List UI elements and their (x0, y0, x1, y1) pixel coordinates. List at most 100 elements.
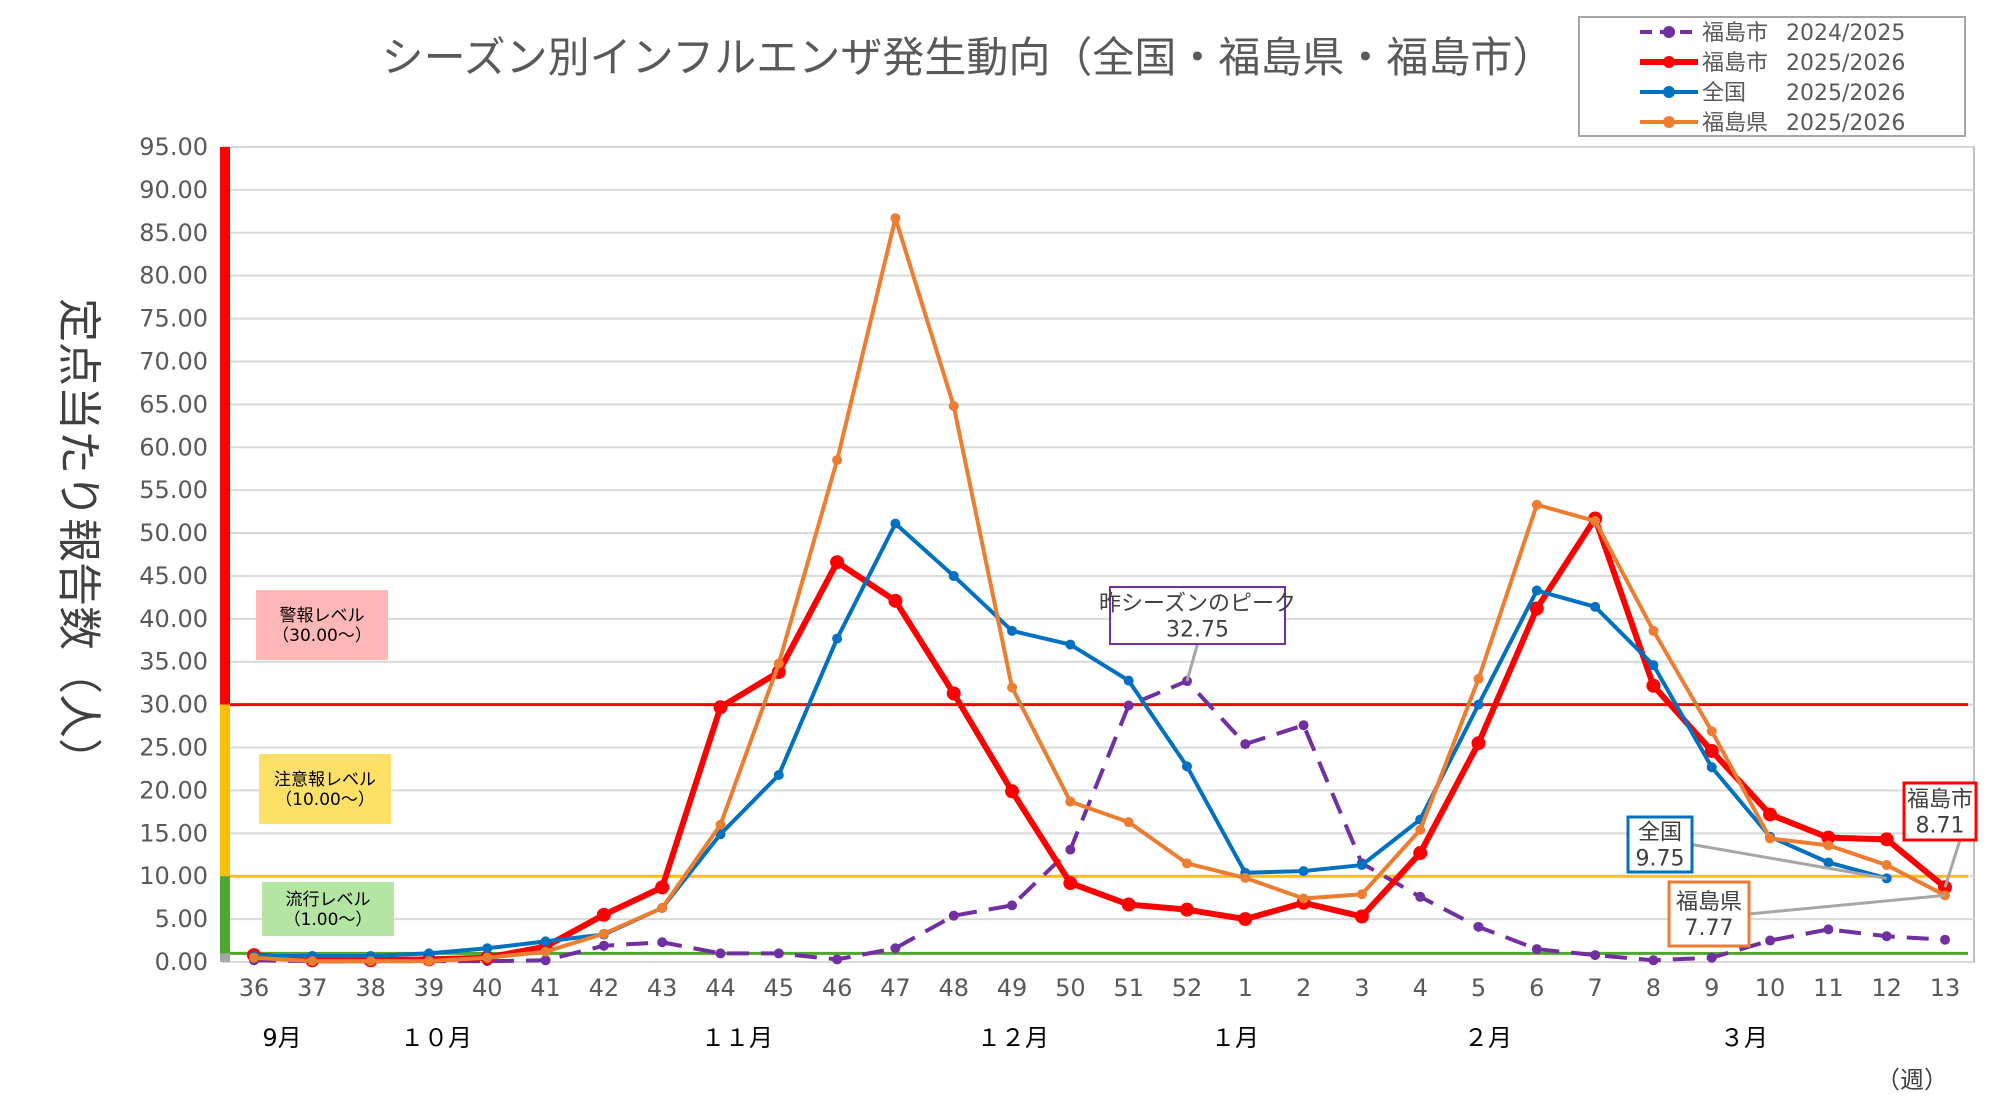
data-point (1065, 844, 1076, 855)
data-point (1473, 921, 1484, 932)
data-point (1706, 762, 1717, 773)
month-label: １１月 (701, 1024, 773, 1052)
data-point (1590, 601, 1601, 612)
data-point (1471, 736, 1486, 751)
data-point (890, 943, 901, 954)
callout-leader (1185, 643, 1199, 682)
series-line (254, 521, 1888, 958)
data-point (1005, 784, 1020, 799)
legend-season: 2025/2026 (1786, 81, 1905, 106)
data-point (1590, 516, 1601, 527)
x-tick-label: 40 (472, 974, 503, 1002)
series-3 (249, 213, 1950, 967)
legend-season: 2025/2026 (1786, 51, 1905, 76)
data-point (1823, 924, 1834, 935)
level-label: 警報レベル (280, 606, 365, 626)
data-point (1823, 857, 1834, 868)
data-point (1415, 824, 1426, 835)
data-point (1238, 912, 1253, 927)
legend-season: 2024/2025 (1786, 21, 1905, 46)
level-range: （10.00～） (275, 790, 375, 810)
callout-leader (1748, 893, 1946, 916)
callout-value: 8.71 (1916, 814, 1965, 839)
callout-box (1667, 880, 1751, 948)
callout-title: 福島県 (1676, 890, 1742, 915)
data-point (1007, 682, 1018, 693)
callout-leader (1943, 839, 1962, 888)
epidemic-level-bar (220, 876, 230, 954)
y-tick-label: 70.00 (139, 347, 208, 375)
chart-title: シーズン別インフルエンザ発生動向（全国・福島県・福島市） (382, 33, 1555, 82)
legend-marker (1663, 56, 1675, 68)
y-tick-label: 90.00 (139, 176, 208, 204)
x-tick-label: 42 (589, 974, 620, 1002)
data-point (657, 902, 668, 913)
data-point (1648, 660, 1659, 671)
callout-value: 32.75 (1166, 618, 1229, 643)
legend-name: 福島県 (1702, 111, 1768, 136)
y-tick-label: 65.00 (139, 390, 208, 418)
data-point (1181, 858, 1192, 869)
y-tick-label: 30.00 (139, 691, 208, 719)
y-tick-label: 50.00 (139, 519, 208, 547)
data-point (1298, 720, 1309, 731)
x-tick-label: 4 (1413, 974, 1428, 1002)
plot-area (223, 146, 1975, 963)
data-point (540, 936, 551, 947)
x-tick-label: 51 (1113, 974, 1144, 1002)
y-tick-label: 15.00 (139, 819, 208, 847)
callout-title: 昨シーズンのピーク (1099, 592, 1296, 617)
data-point (888, 593, 903, 608)
y-tick-label: 85.00 (139, 219, 208, 247)
x-tick-label: 11 (1813, 974, 1844, 1002)
data-point (1706, 952, 1717, 963)
data-point (482, 943, 493, 954)
data-point (1123, 675, 1134, 686)
x-tick-label: 41 (530, 974, 561, 1002)
callout-title: 全国 (1638, 821, 1682, 846)
data-point (1123, 817, 1134, 828)
y-tick-label: 95.00 (139, 133, 208, 161)
x-tick-label: 47 (880, 974, 911, 1002)
month-label: ２月 (1464, 1024, 1512, 1052)
x-tick-label: 49 (997, 974, 1028, 1002)
data-point (773, 769, 784, 780)
level-label: 流行レベル (286, 890, 371, 910)
x-tick-label: 8 (1646, 974, 1661, 1002)
data-point (832, 455, 843, 466)
data-point (948, 910, 959, 921)
data-point (1181, 761, 1192, 772)
data-point (423, 948, 434, 959)
month-label: 9月 (262, 1024, 301, 1052)
month-label: １２月 (977, 1024, 1049, 1052)
y-tick-label: 10.00 (139, 862, 208, 890)
x-tick-label: 7 (1587, 974, 1602, 1002)
legend-name: 福島市 (1702, 51, 1768, 76)
callout-box (1109, 586, 1286, 645)
y-axis-title: 定点当たり報告数（人） (53, 298, 104, 782)
data-point (1121, 897, 1136, 912)
y-tick-label: 75.00 (139, 305, 208, 333)
data-point (715, 819, 726, 830)
alert-level-bar (220, 147, 230, 705)
x-tick-label: 6 (1529, 974, 1544, 1002)
data-point (1354, 909, 1369, 924)
data-point (657, 937, 668, 948)
data-point (890, 213, 901, 224)
data-point (1240, 872, 1251, 883)
data-point (1007, 900, 1018, 911)
data-point (1356, 860, 1367, 871)
data-point (1940, 934, 1950, 945)
data-point (713, 700, 728, 715)
data-point (1473, 699, 1484, 710)
data-point (540, 955, 551, 966)
month-label: １月 (1211, 1024, 1259, 1052)
data-point (1298, 893, 1309, 904)
data-point (1881, 931, 1892, 942)
warning-level-bar (220, 704, 230, 877)
data-point (1531, 944, 1542, 955)
y-tick-label: 80.00 (139, 262, 208, 290)
callout-title: 福島市 (1907, 788, 1973, 813)
data-point (946, 686, 961, 701)
